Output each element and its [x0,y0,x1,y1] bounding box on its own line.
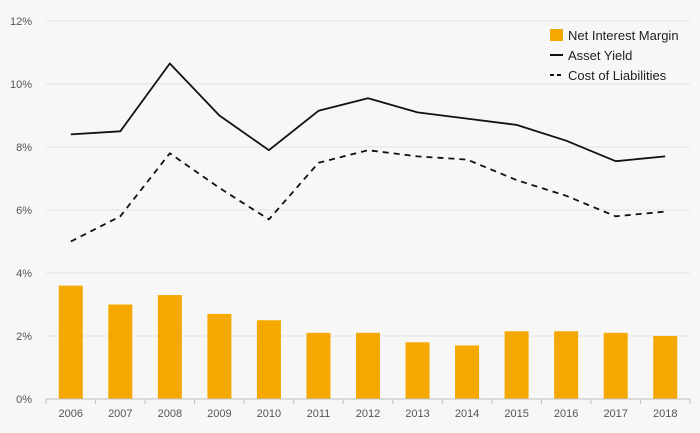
bar-net-interest-margin-2007 [108,304,133,399]
x-tick-label: 2013 [405,408,429,420]
x-tick-label: 2009 [207,408,231,420]
x-tick-label: 2016 [554,408,578,420]
x-tick-label: 2017 [603,408,627,420]
legend-item-cost-of-liabilities: Cost of Liabilities [550,68,667,83]
line-asset-yield [70,62,666,163]
legend-swatch [550,29,563,41]
legend-item-net-interest-margin: Net Interest Margin [550,28,679,43]
y-tick-label: 0% [16,394,32,406]
x-tick-label: 2014 [455,408,479,420]
bar-net-interest-margin-2017 [603,332,628,399]
line-series [70,62,666,243]
y-axis-tick-labels: 0% 2% 4% 6% 8% 10% 12% [10,16,32,406]
legend-label: Asset Yield [568,48,632,63]
bar-net-interest-margin-2013 [405,342,430,399]
bar-net-interest-margin-2011 [306,332,331,399]
x-axis [45,398,691,404]
bar-net-interest-margin-2014 [455,345,480,399]
legend-label: Cost of Liabilities [568,68,667,83]
x-tick-label: 2011 [307,408,331,420]
bar-net-interest-margin-2008 [157,295,182,399]
y-tick-label: 4% [16,268,32,280]
y-tick-label: 10% [10,79,32,91]
x-axis-tick-labels: 2006 2007 2008 2009 2010 2011 2012 2013 2014 2015… [59,408,678,420]
y-tick-label: 12% [10,16,32,28]
x-tick-label: 2010 [257,408,281,420]
bar-net-interest-margin-2018 [653,336,678,399]
legend-item-asset-yield: Asset Yield [550,48,632,63]
x-tick-label: 2018 [653,408,677,420]
bar-net-interest-margin-2015 [504,331,529,399]
x-tick-label: 2012 [356,408,380,420]
x-tick-label: 2015 [504,408,528,420]
bar-net-interest-margin-2016 [554,331,579,399]
bar-net-interest-margin-2009 [207,313,232,399]
x-tick-label: 2008 [158,408,182,420]
line-cost-of-liabilities [70,149,666,243]
legend-label: Net Interest Margin [568,28,679,43]
bar-net-interest-margin-2006 [58,285,83,399]
y-tick-label: 6% [16,205,32,217]
bars-net-interest-margin [58,285,678,399]
bar-net-interest-margin-2010 [256,320,281,399]
y-tick-label: 2% [16,331,32,343]
x-tick-label: 2007 [108,408,132,420]
x-tick-label: 2006 [59,408,83,420]
bar-net-interest-margin-2012 [356,332,380,399]
y-tick-label: 8% [16,142,32,154]
gridlines [46,20,690,337]
legend: Net Interest Margin Asset Yield Cost of Li… [550,28,679,83]
